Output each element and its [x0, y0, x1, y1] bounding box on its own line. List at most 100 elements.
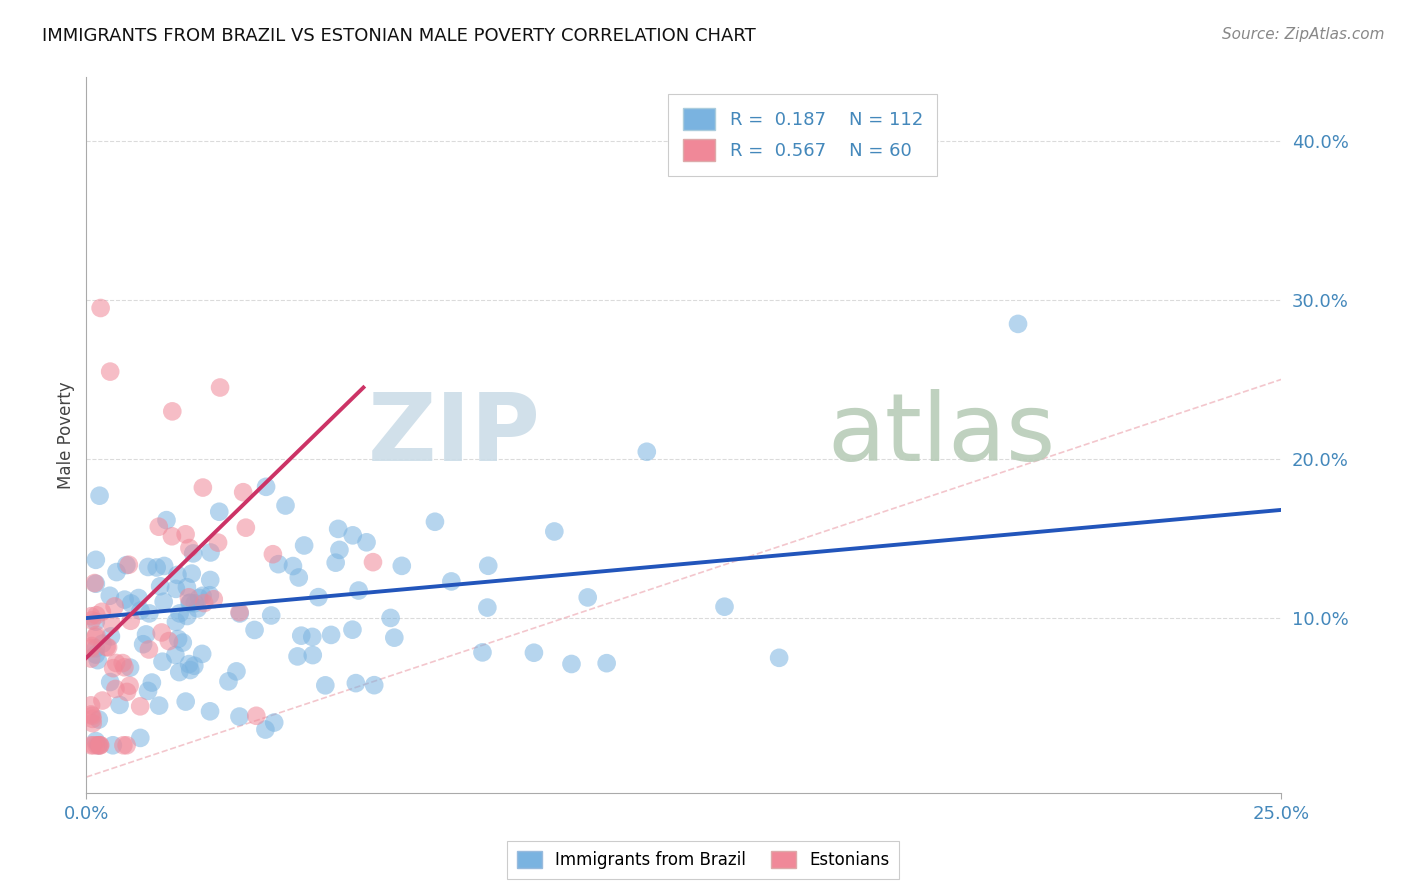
Point — [120, 614, 142, 628]
Point — [80, 641, 103, 656]
Point — [471, 645, 494, 659]
Point — [229, 607, 252, 621]
Point — [84, 628, 107, 642]
Legend: Immigrants from Brazil, Estonians: Immigrants from Brazil, Estonians — [506, 841, 900, 880]
Point — [177, 591, 200, 605]
Point — [191, 589, 214, 603]
Point — [228, 709, 250, 723]
Point — [129, 604, 152, 618]
Point — [80, 613, 103, 627]
Point — [342, 528, 364, 542]
Point — [89, 739, 111, 753]
Point — [83, 576, 105, 591]
Point — [208, 505, 231, 519]
Point — [179, 596, 201, 610]
Point — [90, 605, 112, 619]
Point — [103, 599, 125, 614]
Point — [477, 600, 499, 615]
Point — [100, 617, 122, 632]
Point — [225, 665, 247, 679]
Point — [184, 596, 207, 610]
Point — [290, 629, 312, 643]
Point — [595, 656, 617, 670]
Text: IMMIGRANTS FROM BRAZIL VS ESTONIAN MALE POVERTY CORRELATION CHART: IMMIGRANTS FROM BRAZIL VS ESTONIAN MALE … — [42, 27, 756, 45]
Point — [1007, 317, 1029, 331]
Point — [87, 713, 110, 727]
Point — [155, 513, 177, 527]
Point — [89, 489, 111, 503]
Point — [177, 657, 200, 671]
Point — [111, 656, 134, 670]
Point — [325, 556, 347, 570]
Point — [267, 557, 290, 571]
Text: atlas: atlas — [827, 389, 1054, 481]
Point — [274, 499, 297, 513]
Point — [181, 546, 204, 560]
Point — [82, 716, 104, 731]
Point — [328, 522, 350, 536]
Point — [115, 685, 138, 699]
Point — [80, 707, 103, 722]
Point — [198, 588, 221, 602]
Point — [149, 579, 172, 593]
Point — [193, 596, 215, 610]
Point — [87, 739, 110, 753]
Point — [191, 647, 214, 661]
Point — [84, 615, 107, 629]
Point — [636, 444, 658, 458]
Point — [768, 650, 790, 665]
Legend: R =  0.187    N = 112, R =  0.567    N = 60: R = 0.187 N = 112, R = 0.567 N = 60 — [668, 94, 938, 176]
Point — [84, 734, 107, 748]
Point — [138, 642, 160, 657]
Point — [80, 609, 103, 624]
Point — [157, 634, 180, 648]
Point — [440, 574, 463, 589]
Point — [217, 674, 239, 689]
Point — [84, 630, 107, 644]
Point — [391, 558, 413, 573]
Point — [183, 658, 205, 673]
Point — [84, 641, 107, 656]
Point — [174, 695, 197, 709]
Point — [380, 611, 402, 625]
Point — [477, 558, 499, 573]
Point — [186, 601, 208, 615]
Point — [235, 521, 257, 535]
Point — [114, 592, 136, 607]
Point — [160, 529, 183, 543]
Point — [87, 739, 110, 753]
Point — [363, 678, 385, 692]
Point — [153, 558, 176, 573]
Point — [262, 547, 284, 561]
Point — [84, 648, 107, 662]
Point — [162, 404, 184, 418]
Point — [228, 605, 250, 619]
Point — [152, 655, 174, 669]
Point — [301, 648, 323, 662]
Point — [148, 698, 170, 713]
Point — [83, 739, 105, 753]
Point — [86, 608, 108, 623]
Point — [523, 646, 546, 660]
Point — [80, 651, 103, 665]
Point — [243, 623, 266, 637]
Point — [104, 681, 127, 696]
Point — [167, 632, 190, 646]
Point — [245, 708, 267, 723]
Point — [101, 661, 124, 675]
Point — [180, 566, 202, 581]
Point — [96, 640, 118, 654]
Point — [101, 739, 124, 753]
Point — [342, 623, 364, 637]
Point — [328, 542, 350, 557]
Point — [191, 481, 214, 495]
Point — [105, 656, 128, 670]
Point — [86, 653, 108, 667]
Point — [90, 301, 112, 315]
Point — [260, 608, 283, 623]
Point — [97, 640, 120, 655]
Point — [198, 704, 221, 718]
Point — [356, 535, 378, 549]
Text: ZIP: ZIP — [367, 389, 540, 481]
Point — [100, 629, 122, 643]
